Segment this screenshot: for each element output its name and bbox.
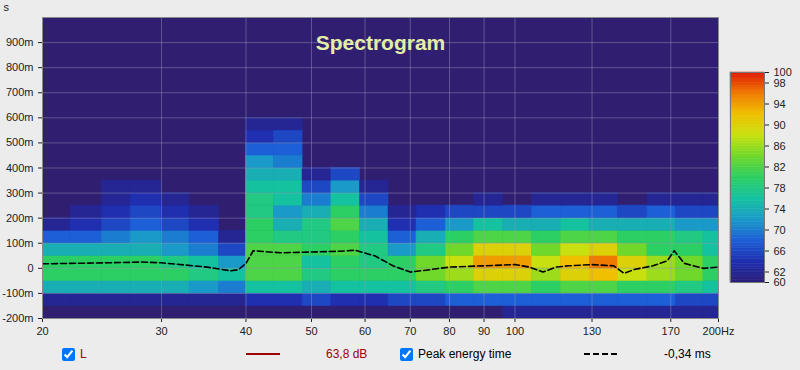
svg-text:86: 86 — [774, 140, 786, 152]
svg-text:70: 70 — [774, 224, 786, 236]
svg-text:170: 170 — [662, 325, 680, 337]
svg-text:-200m: -200m — [2, 312, 33, 324]
svg-text:60: 60 — [774, 276, 786, 288]
svg-text:62: 62 — [774, 266, 786, 278]
svg-text:300m: 300m — [6, 187, 34, 199]
svg-text:800m: 800m — [6, 61, 34, 73]
svg-text:700m: 700m — [6, 86, 34, 98]
svg-text:50: 50 — [305, 325, 317, 337]
svg-text:90: 90 — [774, 119, 786, 131]
svg-text:94: 94 — [774, 98, 786, 110]
svg-text:s: s — [4, 1, 10, 13]
svg-text:100: 100 — [506, 325, 524, 337]
html-text:-0,34 ms: -0,34 ms — [664, 347, 711, 361]
svg-text:90: 90 — [478, 325, 490, 337]
html-text:63,8 dB: 63,8 dB — [326, 347, 368, 361]
svg-text:200Hz: 200Hz — [703, 325, 735, 337]
svg-text:600m: 600m — [6, 111, 34, 123]
svg-text:60: 60 — [359, 325, 371, 337]
svg-text:98: 98 — [774, 77, 786, 89]
svg-text:30: 30 — [155, 325, 167, 337]
html-text:L: L — [80, 347, 87, 361]
svg-text:200m: 200m — [6, 212, 34, 224]
svg-text:400m: 400m — [6, 162, 34, 174]
svg-text:80: 80 — [443, 325, 455, 337]
svg-text:500m: 500m — [6, 136, 34, 148]
svg-text:130: 130 — [583, 325, 601, 337]
svg-text:70: 70 — [404, 325, 416, 337]
svg-text:100m: 100m — [6, 237, 34, 249]
svg-text:900m: 900m — [6, 36, 34, 48]
svg-text:78: 78 — [774, 182, 786, 194]
svg-text:100: 100 — [774, 66, 792, 78]
html-text:Peak energy time: Peak energy time — [418, 347, 512, 361]
svg-text:66: 66 — [774, 245, 786, 257]
svg-text:0: 0 — [27, 262, 33, 274]
svg-text:Spectrogram: Spectrogram — [316, 31, 446, 54]
svg-text:74: 74 — [774, 203, 786, 215]
svg-text:20: 20 — [36, 325, 48, 337]
svg-text:40: 40 — [240, 325, 252, 337]
svg-text:-100m: -100m — [2, 287, 33, 299]
svg-text:82: 82 — [774, 161, 786, 173]
